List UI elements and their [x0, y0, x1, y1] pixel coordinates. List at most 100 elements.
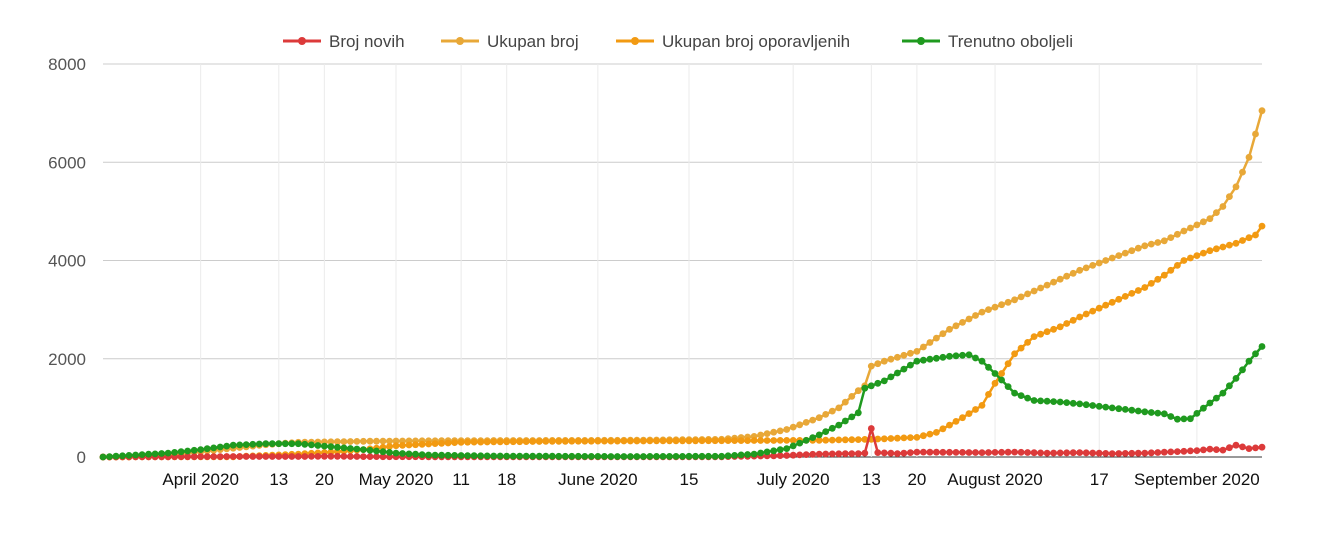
data-point: [887, 355, 895, 363]
data-point: [854, 409, 862, 417]
data-point: [991, 449, 999, 456]
data-point: [972, 449, 979, 456]
data-point: [1128, 247, 1136, 255]
legend-item[interactable]: Ukupan broj: [441, 32, 579, 51]
data-point: [392, 449, 400, 457]
legend-item[interactable]: Broj novih: [283, 32, 405, 51]
data-point: [1206, 399, 1214, 407]
data-point: [587, 453, 595, 460]
data-point: [920, 432, 927, 440]
data-point: [119, 452, 126, 460]
data-point: [998, 301, 1005, 309]
data-point: [314, 453, 322, 460]
data-point: [1213, 446, 1220, 453]
legend-item[interactable]: Ukupan broj oporavljenih: [616, 32, 850, 51]
data-point: [633, 437, 641, 445]
data-point: [308, 453, 315, 460]
data-point: [601, 453, 608, 460]
x-tick-label: 17: [1090, 470, 1109, 489]
data-point: [1232, 375, 1240, 382]
legend-item[interactable]: Trenutno oboljeli: [902, 32, 1073, 51]
data-point: [184, 447, 192, 455]
data-point: [711, 437, 719, 445]
data-point: [757, 431, 764, 439]
data-point: [835, 450, 843, 458]
data-point: [340, 453, 348, 460]
data-point: [236, 453, 244, 460]
data-point: [724, 452, 732, 460]
data-point: [405, 450, 413, 458]
data-point: [1121, 450, 1129, 457]
x-tick-label: 20: [907, 470, 926, 489]
data-point: [1206, 445, 1214, 453]
data-point: [1160, 448, 1168, 456]
data-point: [991, 303, 999, 311]
data-point: [972, 354, 979, 362]
data-point: [1089, 262, 1097, 269]
data-point: [490, 438, 498, 446]
data-point: [158, 450, 166, 457]
data-point: [1187, 447, 1194, 455]
data-point: [744, 437, 751, 444]
data-point: [1115, 295, 1123, 303]
data-point: [913, 357, 921, 365]
data-point: [275, 453, 283, 460]
data-point: [614, 437, 621, 445]
data-point: [1187, 415, 1194, 423]
data-point: [1108, 404, 1116, 412]
data-point: [1174, 448, 1181, 455]
data-point: [933, 334, 940, 342]
data-point: [1069, 399, 1077, 407]
data-point: [99, 453, 107, 461]
data-point: [1037, 397, 1044, 405]
data-point: [880, 377, 888, 385]
data-point: [1037, 330, 1044, 338]
data-point: [242, 441, 250, 448]
legend-label: Ukupan broj oporavljenih: [662, 32, 850, 51]
data-point: [561, 437, 569, 445]
data-point: [1050, 398, 1057, 405]
legend-swatch-dot: [456, 37, 464, 45]
data-point: [1167, 234, 1175, 242]
data-point: [724, 437, 732, 444]
data-point: [542, 452, 550, 460]
data-point: [874, 449, 882, 456]
data-point: [405, 441, 413, 449]
data-point: [138, 451, 146, 458]
data-point: [757, 449, 764, 457]
data-point: [1147, 409, 1155, 416]
data-point: [894, 450, 901, 457]
data-point: [347, 438, 354, 445]
data-point: [451, 452, 458, 459]
data-point: [1232, 441, 1240, 449]
data-point: [607, 437, 615, 445]
x-tick-label: September 2020: [1134, 470, 1260, 489]
data-point: [1226, 382, 1233, 390]
legend[interactable]: Broj novih Ukupan broj Ukupan broj oporavl…: [283, 32, 1073, 51]
data-point: [659, 437, 667, 445]
data-point: [1004, 298, 1012, 306]
data-point: [887, 435, 895, 442]
data-point: [1102, 257, 1110, 264]
data-point: [132, 451, 140, 459]
data-point: [535, 452, 543, 460]
data-point: [542, 438, 550, 445]
data-point: [1219, 203, 1227, 210]
data-point: [516, 452, 524, 460]
data-point: [574, 452, 582, 460]
data-point: [874, 379, 882, 387]
data-point: [965, 315, 973, 323]
data-point: [848, 450, 856, 457]
data-point: [1219, 446, 1227, 454]
data-point: [1017, 392, 1025, 399]
data-point: [1147, 449, 1155, 457]
data-point: [698, 437, 706, 445]
data-point: [783, 426, 791, 433]
data-point: [985, 449, 992, 456]
data-point: [848, 436, 856, 444]
data-point: [601, 437, 608, 445]
data-point: [620, 437, 628, 445]
data-point: [783, 452, 791, 459]
data-point: [464, 452, 471, 459]
data-point: [353, 438, 361, 445]
